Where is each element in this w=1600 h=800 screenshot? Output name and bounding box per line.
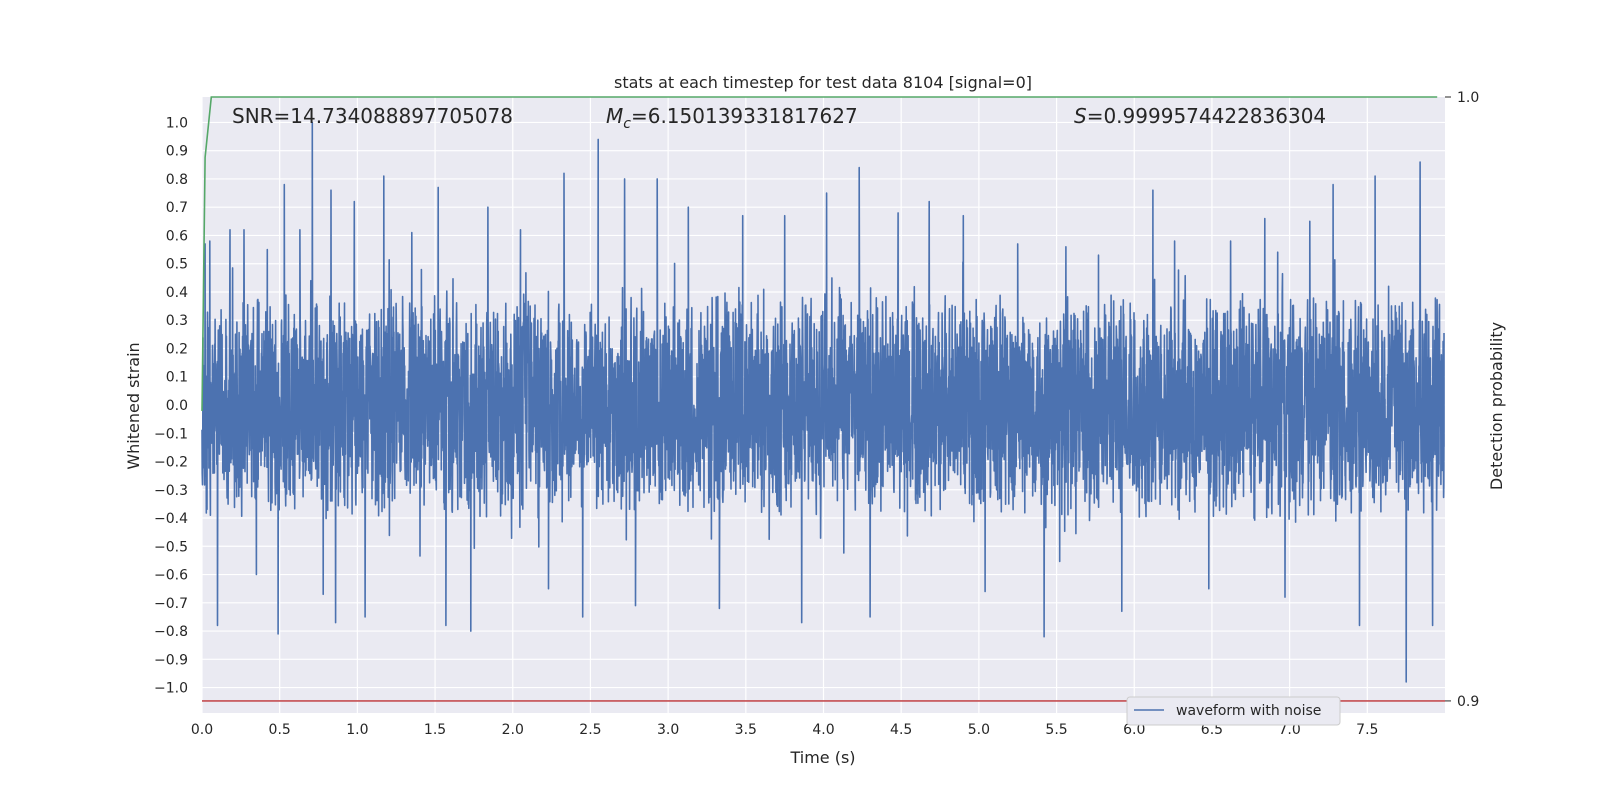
s-value: =0.9999574422836304 bbox=[1087, 104, 1326, 128]
legend-label: waveform with noise bbox=[1176, 703, 1321, 719]
x-tick-label: 6.0 bbox=[1123, 722, 1145, 738]
x-tick-label: 2.0 bbox=[502, 722, 524, 738]
legend-box bbox=[1126, 696, 1341, 726]
x-axis-ticks: 0.0 0.5 1.0 1.5 2.0 2.5 3.0 3.5 4.0 4.5 5.0 5.5 6.0 6… bbox=[191, 722, 1379, 738]
right-tick-label: 1.0 bbox=[1457, 90, 1479, 106]
x-tick-label: 7.0 bbox=[1278, 722, 1300, 738]
y-tick-label: 0.9 bbox=[166, 144, 188, 160]
x-tick-label: 1.0 bbox=[346, 722, 368, 738]
right-axis-label: Detection probability bbox=[1487, 322, 1506, 490]
series-detection-probability bbox=[201, 96, 1438, 412]
x-tick-label: 3.5 bbox=[735, 722, 757, 738]
y-tick-label: 0.0 bbox=[166, 398, 188, 414]
y-tick-label: 0.7 bbox=[166, 200, 188, 216]
y-tick-label: 0.5 bbox=[166, 257, 188, 273]
x-axis-label: Time (s) bbox=[789, 748, 855, 767]
chirp-mass-symbol: M bbox=[606, 104, 623, 128]
chart-title: stats at each timestep for test data 810… bbox=[614, 73, 1032, 92]
y-tick-label: 0.8 bbox=[166, 172, 188, 188]
legend: waveform with noise bbox=[1126, 696, 1341, 726]
y-tick-label: −1.0 bbox=[154, 681, 188, 697]
x-tick-label: 3.0 bbox=[657, 722, 679, 738]
right-tick-label: 0.9 bbox=[1457, 694, 1479, 710]
chirp-mass-value: =6.150139331817627 bbox=[631, 104, 858, 128]
y-tick-label: 0.4 bbox=[166, 285, 188, 301]
y-tick-label: −0.3 bbox=[154, 483, 188, 499]
x-tick-label: 0.5 bbox=[269, 722, 291, 738]
y-tick-label: 0.3 bbox=[166, 313, 188, 329]
y-tick-label: −0.5 bbox=[154, 539, 188, 555]
y-tick-label: 0.1 bbox=[166, 370, 188, 386]
y-tick-label: −0.7 bbox=[154, 596, 188, 612]
y-tick-label: −0.2 bbox=[154, 455, 188, 471]
s-symbol: S bbox=[1074, 104, 1087, 128]
x-tick-label: 7.5 bbox=[1356, 722, 1378, 738]
y-tick-label: −0.6 bbox=[154, 568, 188, 584]
y-tick-label: 1.0 bbox=[166, 115, 188, 131]
y-tick-label: −0.4 bbox=[154, 511, 188, 527]
right-axis-ticks: 0.9 1.0 bbox=[1445, 90, 1479, 710]
x-tick-label: 6.5 bbox=[1201, 722, 1223, 738]
x-tick-label: 0.0 bbox=[191, 722, 213, 738]
y-tick-label: −0.1 bbox=[154, 426, 188, 442]
x-tick-label: 4.5 bbox=[890, 722, 912, 738]
x-tick-label: 4.0 bbox=[812, 722, 834, 738]
y-tick-label: −0.9 bbox=[154, 652, 188, 668]
series-waveform-with-noise bbox=[201, 121, 1445, 683]
y-axis-ticks: −1.0 −0.9 −0.8 −0.7 −0.6 −0.5 −0.4 −0.3 −0.2 −0.1… bbox=[154, 115, 188, 696]
y-tick-label: −0.8 bbox=[154, 624, 188, 640]
y-tick-label: 0.6 bbox=[166, 228, 188, 244]
chirp-mass-subscript: c bbox=[623, 116, 631, 132]
chirp-mass-stat: Mc=6.150139331817627 bbox=[606, 104, 858, 132]
y-axis-label: Whitened strain bbox=[124, 342, 143, 469]
x-tick-label: 5.5 bbox=[1045, 722, 1067, 738]
x-tick-label: 5.0 bbox=[968, 722, 990, 738]
x-tick-label: 2.5 bbox=[579, 722, 601, 738]
x-tick-label: 1.5 bbox=[424, 722, 446, 738]
snr-stat: SNR=14.734088897705078 bbox=[232, 104, 513, 128]
s-stat: S=0.9999574422836304 bbox=[1074, 104, 1326, 128]
y-tick-label: 0.2 bbox=[166, 341, 188, 357]
